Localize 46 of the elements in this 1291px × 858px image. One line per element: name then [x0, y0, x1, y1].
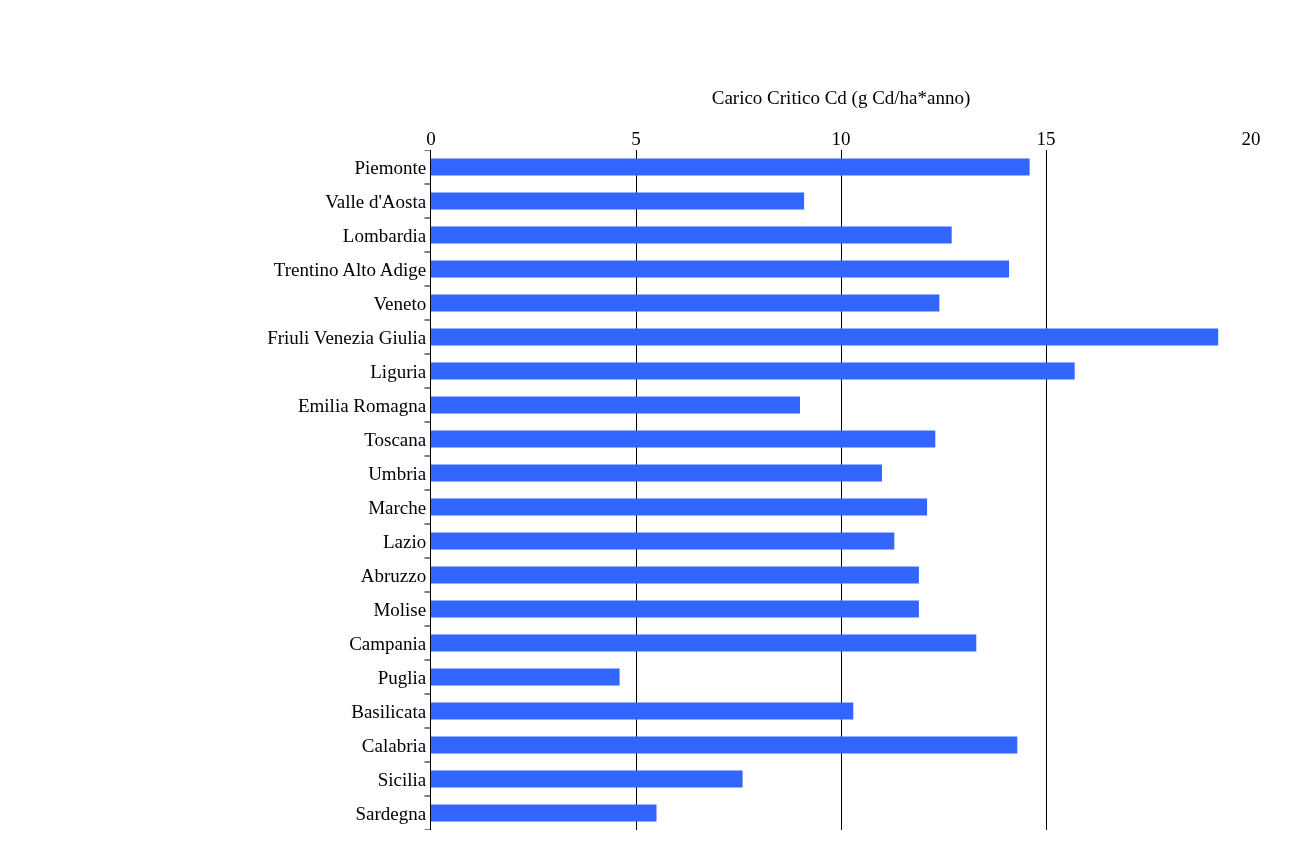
- y-tick-label: Basilicata: [351, 700, 427, 722]
- y-tick-label: Lazio: [382, 530, 427, 552]
- bar: [431, 804, 657, 822]
- bar: [431, 430, 936, 448]
- y-tick-label: Lombardia: [342, 224, 427, 246]
- y-tick-label: Calabria: [361, 734, 427, 756]
- y-tick-label: Toscana: [364, 428, 427, 450]
- x-tick-label: 10: [831, 128, 851, 150]
- y-tick-label: Sardegna: [355, 802, 427, 824]
- x-tick-label: 15: [1036, 128, 1056, 150]
- y-tick-label: Campania: [349, 632, 427, 654]
- y-tick-label: Molise: [373, 598, 427, 620]
- bar: [431, 532, 895, 550]
- x-tick-label: 0: [426, 128, 436, 150]
- bar: [431, 702, 854, 720]
- bar: [431, 294, 940, 312]
- y-tick-label: Sicilia: [377, 768, 427, 790]
- bar: [431, 566, 919, 584]
- x-tick-label: 5: [631, 128, 641, 150]
- bar: [431, 736, 1018, 754]
- bar: [431, 396, 800, 414]
- bar: [431, 464, 882, 482]
- bar: [431, 634, 977, 652]
- bar: [431, 158, 1030, 176]
- y-tick-label: Trentino Alto Adige: [273, 258, 427, 280]
- x-tick-label: 20: [1241, 128, 1261, 150]
- bar: [431, 362, 1075, 380]
- bar: [431, 668, 620, 686]
- x-axis-title: Carico Critico Cd (g Cd/ha*anno): [711, 87, 971, 110]
- y-tick-label: Veneto: [373, 292, 427, 314]
- bar: [431, 498, 928, 516]
- y-tick-label: Umbria: [368, 462, 427, 484]
- bar: [431, 192, 805, 210]
- y-tick-label: Puglia: [377, 666, 427, 688]
- y-tick-label: Liguria: [370, 360, 427, 382]
- bar: [431, 226, 952, 244]
- bar: [431, 260, 1010, 278]
- y-tick-label: Abruzzo: [360, 564, 427, 586]
- bar: [431, 770, 743, 788]
- y-tick-label: Valle d'Aosta: [325, 190, 427, 212]
- y-tick-label: Marche: [368, 496, 427, 518]
- bar: [431, 600, 919, 618]
- y-tick-label: Friuli Venezia Giulia: [267, 326, 427, 348]
- bar: [431, 328, 1219, 346]
- y-tick-label: Piemonte: [354, 156, 427, 178]
- y-tick-label: Emilia Romagna: [297, 394, 427, 416]
